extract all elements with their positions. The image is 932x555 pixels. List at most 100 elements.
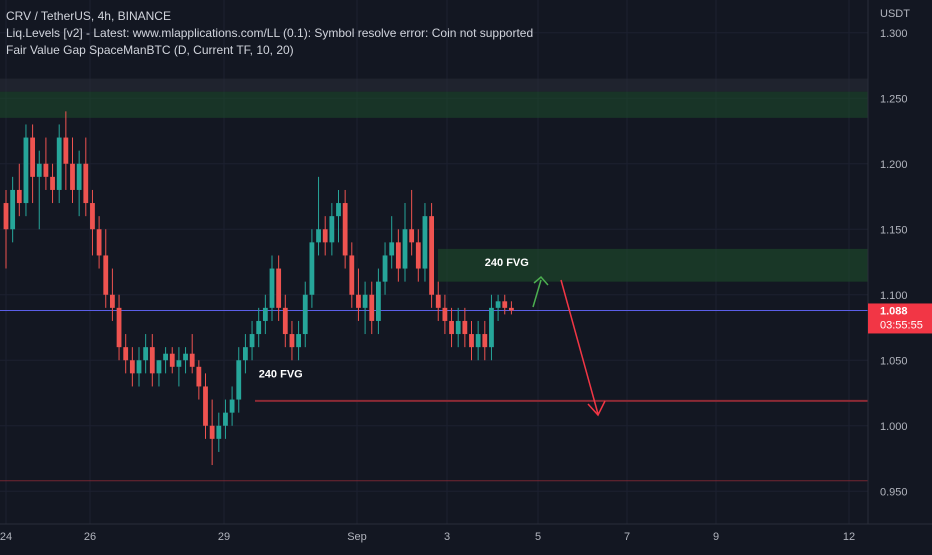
time-tick-label: 26: [84, 531, 96, 543]
candle-body: [123, 347, 129, 361]
fvg-label: 240 FVG: [485, 257, 529, 269]
candle-body: [442, 307, 448, 321]
candle-body: [449, 320, 454, 335]
candle-body: [489, 307, 494, 348]
candle-body: [336, 203, 341, 217]
candle-body: [103, 255, 109, 295]
price-tick-label: 1.100: [880, 290, 908, 302]
time-tick-label: 7: [624, 531, 630, 543]
candle-body: [502, 301, 508, 308]
candle-body: [183, 353, 188, 361]
current-price-tag: [868, 303, 932, 334]
chart-legend: CRV / TetherUS, 4h, BINANCE Liq.Levels […: [6, 8, 533, 59]
candle-body: [10, 189, 16, 230]
candle-body: [422, 216, 428, 269]
candle-body: [116, 307, 122, 348]
arrow-down-head: [587, 400, 606, 417]
projection-arrow-up: [532, 279, 542, 308]
time-tick-label: 24: [0, 531, 12, 543]
candle-body: [376, 281, 381, 321]
candle-body: [329, 216, 335, 243]
candle-body: [482, 334, 488, 348]
candle-body: [216, 425, 222, 439]
candle-body: [189, 353, 195, 367]
fvg-zone: [0, 91, 868, 118]
candle-body: [475, 334, 481, 348]
candle-body: [249, 334, 255, 348]
candle-body: [495, 301, 501, 308]
price-tick-label: 1.050: [880, 355, 908, 367]
candle-body: [90, 203, 95, 230]
indicator-fair-value-gap[interactable]: Fair Value Gap SpaceManBTC (D, Current T…: [6, 43, 294, 57]
candle-body: [23, 137, 29, 204]
candle-body: [296, 334, 301, 348]
candle-body: [129, 360, 135, 374]
candle-body: [395, 242, 401, 269]
candle-body: [369, 294, 375, 321]
projection-arrow-down: [560, 279, 599, 415]
candle-body: [362, 294, 368, 308]
candle-body: [56, 137, 62, 190]
candle-body: [203, 386, 208, 426]
time-tick-label: 29: [218, 531, 230, 543]
candle-body: [269, 268, 275, 308]
price-tick-label: 1.250: [880, 93, 908, 105]
candle-body: [256, 320, 262, 335]
candle-body: [143, 347, 149, 361]
arrow-up-head: [533, 275, 549, 286]
candle-body: [349, 255, 355, 295]
indicator-liq-levels[interactable]: Liq.Levels [v2] - Latest: www.mlapplicat…: [6, 26, 534, 40]
candle-body: [316, 229, 321, 243]
candle-body: [309, 242, 315, 295]
price-axis-bg: [868, 0, 932, 550]
candle-body: [70, 163, 75, 190]
candle-body: [50, 176, 55, 190]
price-tick-label: 1.200: [880, 159, 908, 171]
price-tick-label: 1.150: [880, 224, 908, 236]
candle-body: [509, 307, 514, 311]
candle-body: [229, 399, 235, 413]
price-tick-label: 1.300: [880, 28, 908, 40]
candle-body: [176, 360, 182, 367]
candle-body: [356, 294, 361, 308]
candle-body: [342, 203, 348, 256]
current-price-value: 1.088: [880, 305, 908, 317]
candle-body: [435, 294, 441, 308]
candle-body: [223, 412, 228, 426]
candle-body: [156, 360, 162, 374]
candle-body: [30, 137, 35, 177]
candle-body: [415, 242, 421, 269]
candle-body: [196, 366, 202, 387]
candle-body: [3, 203, 9, 230]
symbol-title[interactable]: CRV / TetherUS, 4h, BINANCE: [6, 9, 171, 23]
candle-body: [236, 360, 242, 400]
candle-body: [429, 216, 434, 295]
candle-body: [63, 137, 69, 164]
candle-body: [289, 334, 295, 348]
candle-body: [209, 425, 215, 439]
candle-body: [462, 320, 468, 335]
candle-body: [302, 294, 308, 335]
candle-body: [136, 360, 142, 374]
candle-body: [243, 347, 248, 361]
fvg-label: 240 FVG: [259, 368, 303, 380]
price-tick-label: 1.000: [880, 421, 908, 433]
candle-body: [110, 294, 115, 308]
candle-body: [455, 320, 461, 335]
candle-body: [262, 307, 268, 321]
candle-body: [96, 229, 102, 256]
time-tick-label: Sep: [347, 531, 367, 543]
time-tick-label: 3: [444, 531, 450, 543]
candle-body: [322, 229, 328, 243]
candle-body: [169, 353, 175, 367]
countdown-timer: 03:55:55: [880, 319, 923, 331]
time-tick-label: 9: [713, 531, 719, 543]
price-tick-label: 0.950: [880, 486, 908, 498]
candle-body: [149, 347, 155, 374]
candle-body: [409, 229, 415, 243]
time-tick-label: 5: [535, 531, 541, 543]
candle-body: [469, 334, 474, 348]
candle-body: [402, 229, 408, 269]
